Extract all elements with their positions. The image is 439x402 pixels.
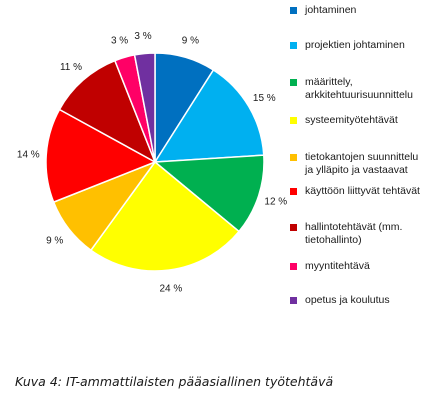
legend-swatch (290, 154, 297, 161)
pie-slice (58, 59, 157, 164)
pie-value-label: 3 % (134, 31, 151, 42)
legend-label: johtaminen (305, 4, 357, 16)
pie-value-labels: 9 % 15 % 12 % 24 % 9 % 14 % 11 % 3 % 3 % (17, 31, 287, 294)
legend-swatch (290, 263, 297, 270)
legend-swatch (290, 7, 297, 14)
pie-slice (45, 108, 157, 204)
figure-caption: Kuva 4: IT-ammattilaisten pääasiallinen … (15, 374, 334, 389)
pie-value-label: 15 % (253, 93, 276, 104)
legend-label: tietokantojen suunnittelu ja ylläpito ja… (305, 151, 419, 176)
legend-label: hallintotehtävät (mm. tietohallinto) (305, 221, 403, 246)
pie-value-label: 9 % (46, 235, 63, 246)
pie-slice (133, 52, 156, 163)
legend-swatch (290, 224, 297, 231)
pie-value-label: 14 % (17, 150, 40, 161)
pie-slice (153, 154, 265, 233)
legend-label: opetus ja koulutus (305, 294, 390, 306)
pie-value-label: 3 % (111, 36, 128, 47)
legend-swatch (290, 297, 297, 304)
pie-value-label: 9 % (182, 36, 199, 47)
pie-slices (45, 52, 265, 272)
pie-slice (89, 160, 241, 272)
pie-value-label: 12 % (264, 197, 287, 208)
legend-label: systeemityötehtävät (305, 114, 398, 126)
legend-swatch (290, 188, 297, 195)
pie-slice (153, 68, 265, 163)
legend-swatch (290, 79, 297, 86)
legend-label: projektien johtaminen (305, 39, 405, 51)
pie-value-label: 24 % (160, 284, 183, 295)
legend-label: myyntitehtävä (305, 260, 370, 272)
pie-value-label: 11 % (60, 62, 82, 73)
legend-swatch (290, 117, 297, 124)
legend-label: määrittely, arkkitehtuurisuunnittelu (305, 76, 413, 101)
legend-label: käyttöön liittyvät tehtävät (305, 185, 420, 197)
pie-chart: 9 % 15 % 12 % 24 % 9 % 14 % 11 % 3 % 3 % (17, 31, 287, 294)
legend-swatch (290, 42, 297, 49)
